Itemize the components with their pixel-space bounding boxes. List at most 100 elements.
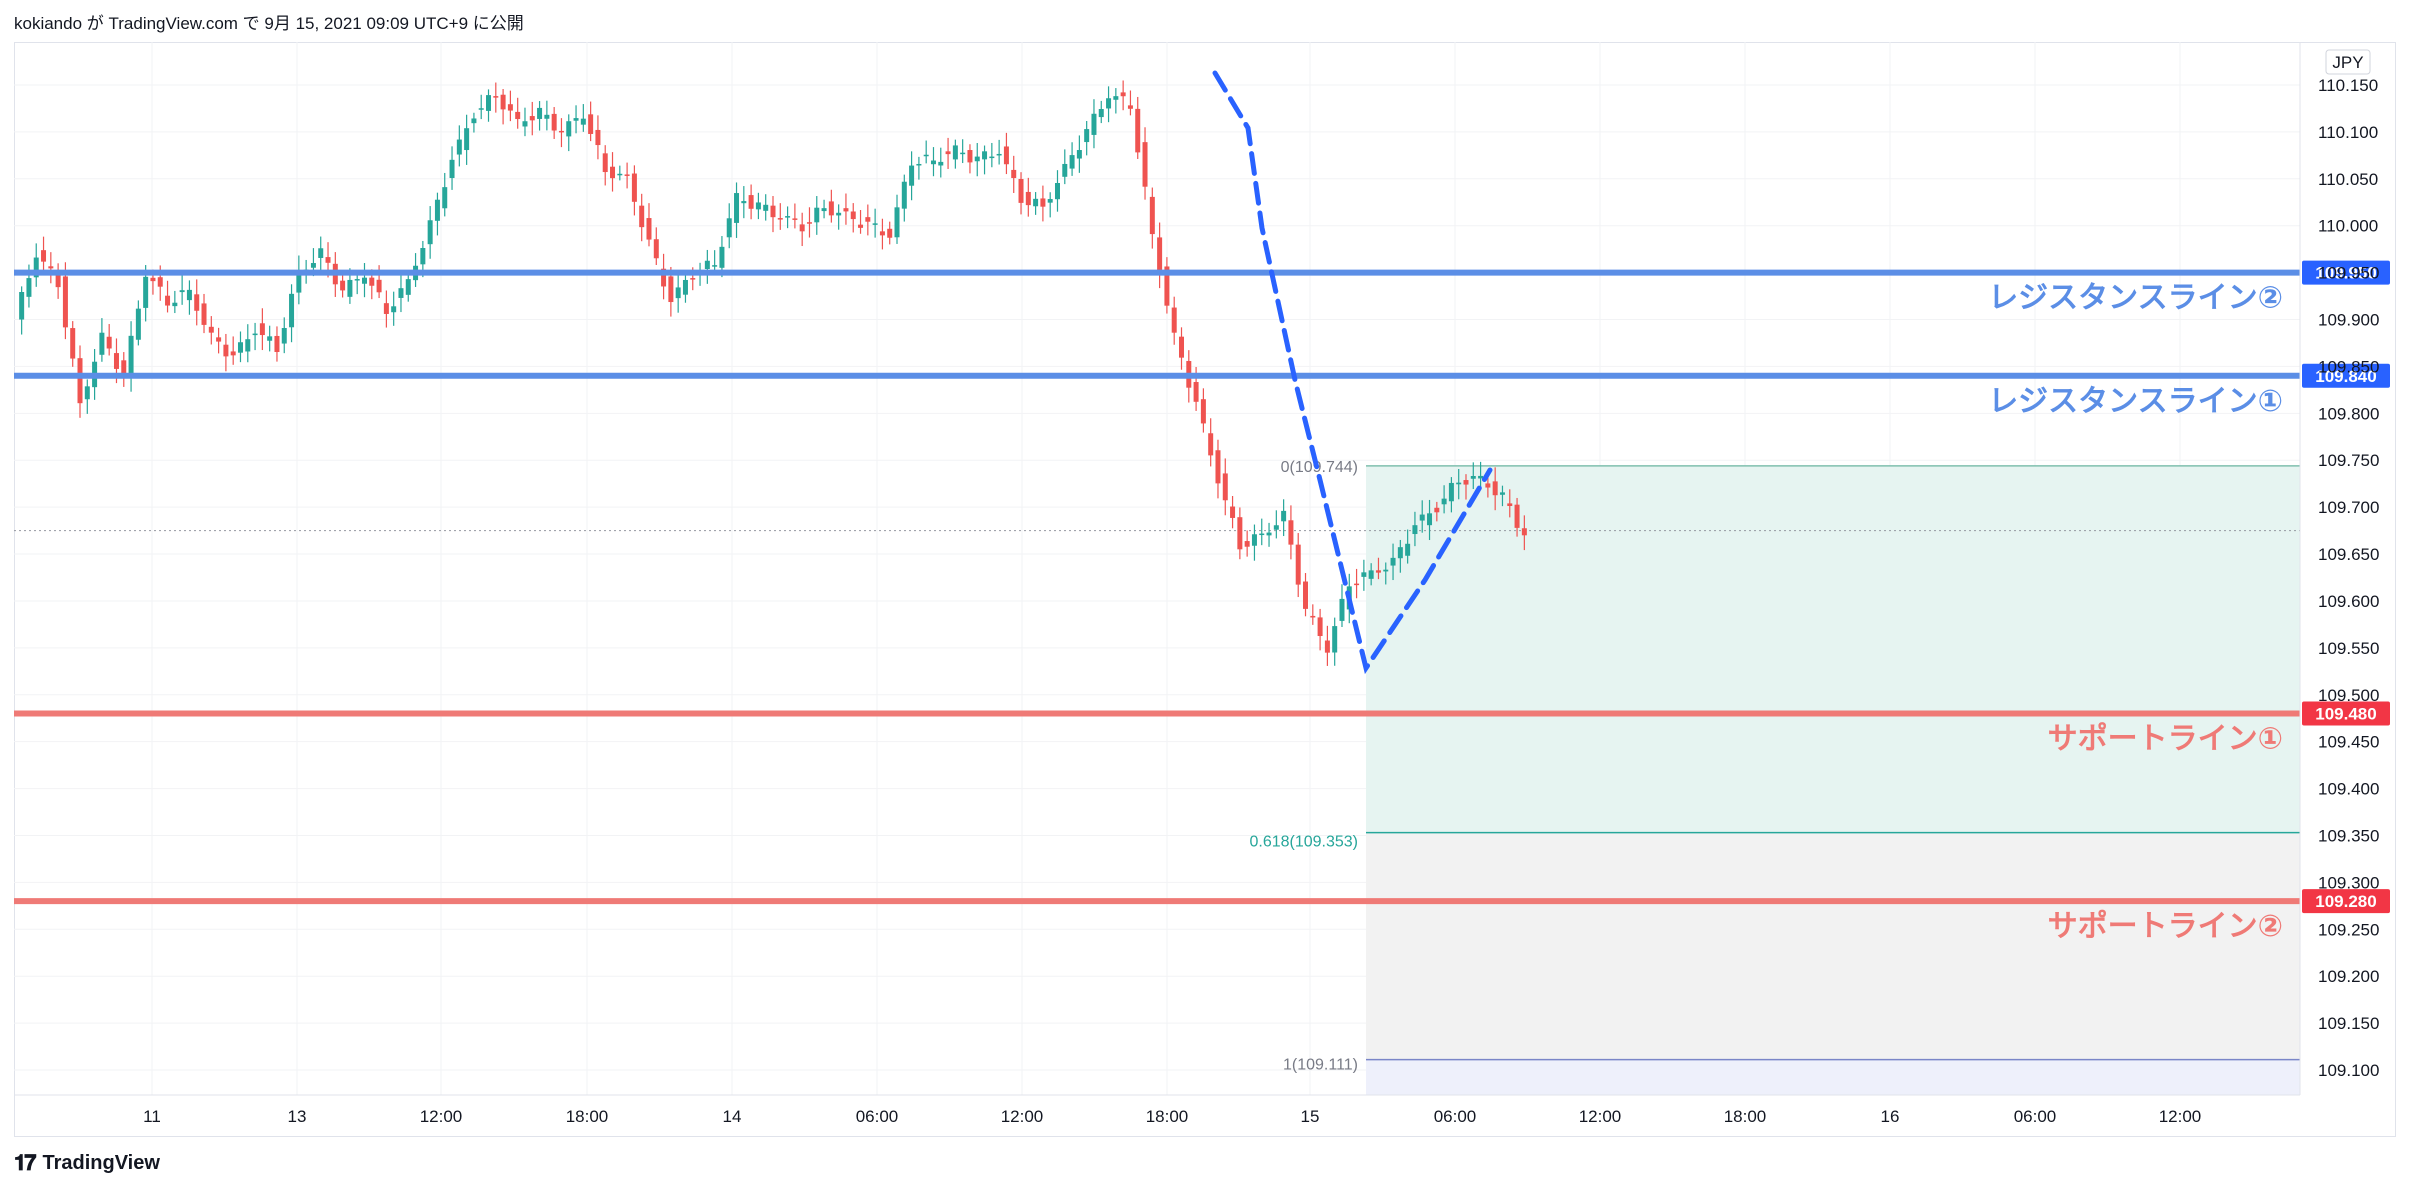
candle-up — [186, 289, 192, 301]
candle-down — [194, 294, 200, 311]
candle-up — [909, 165, 915, 186]
candle-up — [1259, 533, 1265, 536]
candle-up — [522, 121, 528, 127]
candle-down — [1354, 583, 1360, 586]
candle-down — [602, 153, 608, 173]
price-chart[interactable]: 0(109.744) 0.618(109.353) 1(109.111) レジスタンス… — [0, 0, 2410, 1145]
candle-up — [405, 279, 411, 295]
candle-up — [741, 201, 747, 204]
candle-down — [967, 150, 973, 163]
currency-badge-label: JPY — [2332, 53, 2363, 72]
time-axis-label: 14 — [723, 1107, 742, 1126]
price-axis-label: 109.350 — [2318, 826, 2379, 845]
candle-up — [566, 121, 572, 137]
candle-down — [1142, 142, 1148, 187]
price-axis-label: 109.950 — [2318, 264, 2379, 283]
candle-down — [1434, 507, 1440, 513]
candle-up — [99, 332, 105, 355]
candle-up — [1098, 109, 1104, 118]
candle-down — [595, 129, 601, 146]
candle-down — [340, 280, 346, 291]
candle-down — [1179, 336, 1185, 358]
candle-up — [471, 118, 477, 124]
candle-down — [792, 218, 798, 220]
candle-up — [1456, 482, 1462, 485]
candle-up — [143, 276, 149, 308]
candle-up — [84, 386, 90, 400]
price-tag-text-4: 109.280 — [2315, 892, 2376, 911]
candle-down — [1120, 92, 1126, 97]
candle-up — [252, 333, 258, 336]
price-axis-label: 110.100 — [2318, 123, 2378, 142]
candle-down — [121, 360, 127, 374]
candle-up — [1076, 150, 1082, 159]
price-tag-4 — [2302, 889, 2390, 914]
candle-down — [1011, 169, 1017, 179]
publish-info: kokiando が TradingView.com で 9月 15, 2021… — [14, 14, 524, 33]
candle-down — [1492, 481, 1498, 496]
currency-badge[interactable] — [2325, 49, 2371, 75]
price-axis-label: 109.900 — [2318, 311, 2379, 330]
candle-up — [128, 335, 134, 379]
price-tag-text-1: 109.950 — [2315, 264, 2376, 283]
candle-up — [1069, 155, 1075, 169]
time-axis-label: 06:00 — [1434, 1107, 1477, 1126]
price-axis-label: 109.800 — [2318, 404, 2379, 423]
candle-up — [996, 153, 1002, 156]
candle-down — [668, 276, 674, 303]
candle-up — [974, 156, 980, 162]
candle-up — [172, 302, 178, 307]
candle-up — [872, 223, 878, 225]
candle-down — [325, 257, 331, 263]
price-axis-label: 109.550 — [2318, 639, 2379, 658]
candle-down — [1164, 266, 1170, 306]
candle-up — [1047, 199, 1053, 203]
candle-down — [1237, 517, 1243, 550]
candle-down — [653, 239, 659, 259]
candle-down — [376, 279, 382, 293]
candle-down — [879, 231, 885, 236]
candle-down — [1310, 615, 1316, 618]
candle-up — [1419, 514, 1425, 521]
candle-down — [1295, 544, 1301, 585]
candle-down — [62, 276, 68, 328]
price-axis-label: 109.750 — [2318, 451, 2379, 470]
candle-down — [1208, 433, 1214, 456]
candle-up — [821, 208, 827, 212]
tradingview-brand[interactable]: 𝟏𝟕 TradingView — [14, 1150, 160, 1176]
candle-up — [712, 265, 718, 267]
candle-up — [814, 207, 820, 223]
candle-up — [1499, 492, 1505, 495]
candle-up — [245, 339, 251, 352]
candle-up — [1368, 570, 1374, 579]
chart-area[interactable] — [14, 42, 2396, 1137]
candle-up — [916, 163, 922, 166]
candle-up — [938, 161, 944, 166]
candle-down — [216, 337, 222, 342]
candle-down — [610, 166, 616, 179]
candle-up — [1470, 476, 1476, 479]
fib-label-0: 0(109.744) — [1281, 459, 1358, 476]
candle-down — [1521, 528, 1527, 536]
candle-down — [41, 250, 47, 262]
candle-down — [1193, 382, 1199, 402]
fib-label-0618: 0.618(109.353) — [1249, 834, 1358, 851]
candle-up — [1091, 113, 1097, 135]
candle-up — [478, 108, 484, 110]
candle-up — [237, 342, 243, 353]
candle-down — [1149, 196, 1155, 235]
time-axis-label: 12:00 — [1579, 1107, 1622, 1126]
candle-down — [515, 111, 521, 120]
candle-up — [1448, 482, 1454, 502]
candle-up — [1478, 475, 1484, 479]
time-axis-label: 06:00 — [2014, 1107, 2057, 1126]
price-axis-label: 109.250 — [2318, 920, 2379, 939]
candle-down — [1171, 307, 1177, 333]
candle-up — [580, 118, 586, 125]
candle-up — [1054, 183, 1060, 200]
candle-up — [427, 220, 433, 245]
candle-down — [1200, 399, 1206, 424]
price-axis-label: 109.500 — [2318, 686, 2379, 705]
candle-down — [1040, 198, 1046, 207]
candle-up — [1405, 543, 1411, 556]
